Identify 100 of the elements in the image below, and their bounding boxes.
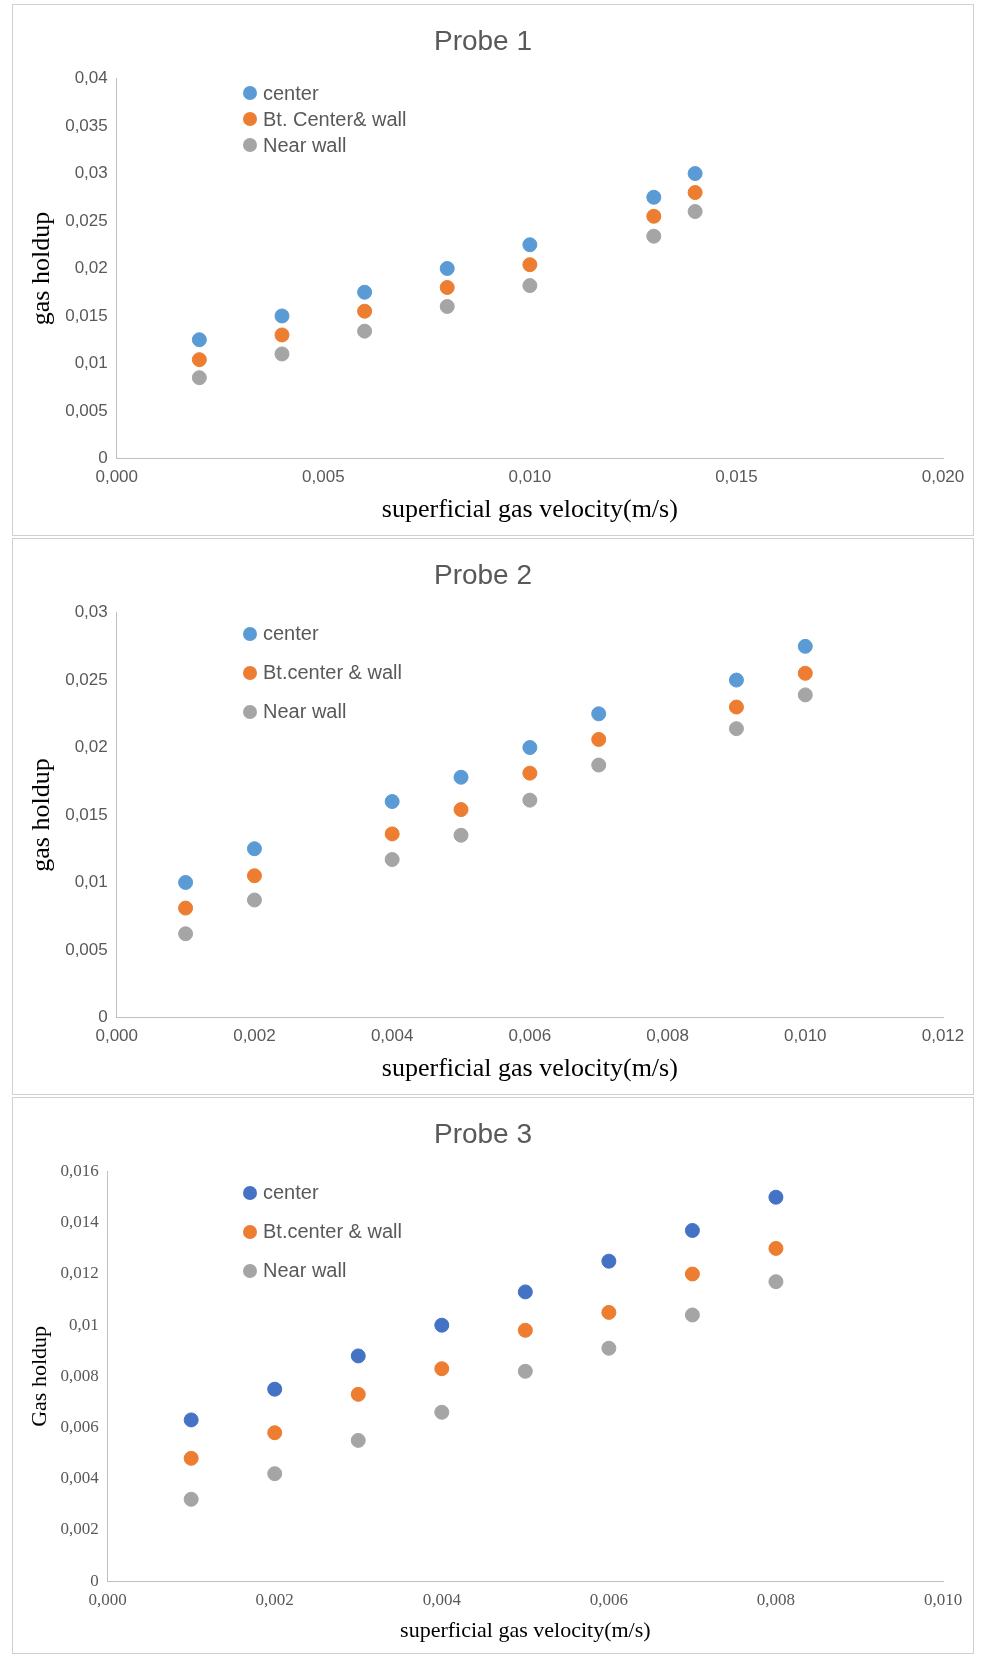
y-tick-label: 0,014 — [60, 1212, 100, 1232]
legend-label: Bt.center & wall — [263, 1220, 402, 1243]
point — [591, 757, 607, 773]
y-tick-label: 0,025 — [65, 669, 108, 689]
point — [434, 1404, 450, 1420]
x-tick-label: 0,010 — [923, 1589, 963, 1609]
point — [350, 1432, 366, 1448]
legend-label: Bt. Center& wall — [263, 107, 407, 131]
point — [357, 284, 373, 300]
point — [522, 257, 538, 273]
x-tick-label: 0,002 — [233, 1026, 276, 1046]
y-tick-label: 0 — [98, 448, 108, 468]
y-tick-label: 0,005 — [65, 939, 108, 959]
point — [517, 1322, 533, 1338]
point — [183, 1412, 199, 1428]
x-tick-label: 0,006 — [589, 1589, 628, 1609]
y-axis-title: gas holdup — [26, 758, 56, 872]
point — [453, 827, 469, 843]
x-axis-title: superficial gas velocity(m/s) — [381, 494, 678, 524]
point — [350, 1348, 366, 1364]
x-axis-title: superficial gas velocity(m/s) — [400, 1616, 651, 1642]
y-tick-label: 0,04 — [74, 68, 108, 88]
legend-label: center — [263, 1181, 319, 1204]
chart-title: Probe 1 — [433, 24, 533, 56]
point — [728, 672, 744, 688]
point — [178, 874, 194, 890]
x-tick-label: 0,008 — [646, 1026, 689, 1046]
y-axis-title: Gas holdup — [25, 1325, 51, 1427]
point — [178, 926, 194, 942]
point — [687, 204, 703, 220]
x-tick-label: 0,010 — [784, 1026, 827, 1046]
legend-label: center — [263, 81, 319, 105]
y-tick-label: 0,004 — [60, 1468, 100, 1488]
legend-label: Near wall — [263, 1259, 347, 1282]
legend-label: center — [263, 622, 319, 645]
point — [191, 352, 207, 368]
point — [267, 1425, 283, 1441]
x-tick-label: 0,000 — [88, 1589, 127, 1609]
point — [797, 638, 813, 654]
point — [274, 346, 290, 362]
point — [601, 1253, 617, 1269]
point — [687, 185, 703, 201]
y-tick-label: 0,03 — [74, 602, 108, 622]
point — [684, 1266, 700, 1282]
point — [439, 298, 455, 314]
point — [357, 323, 373, 339]
y-tick-label: 0,015 — [65, 305, 108, 325]
point — [439, 279, 455, 295]
point — [522, 740, 538, 756]
point — [728, 721, 744, 737]
point — [517, 1284, 533, 1300]
point — [684, 1307, 700, 1323]
point — [646, 189, 662, 205]
point — [646, 208, 662, 224]
point — [687, 166, 703, 182]
x-axis-title: superficial gas velocity(m/s) — [381, 1053, 678, 1083]
legend-label: Near wall — [263, 700, 347, 723]
y-tick-label: 0,03 — [74, 163, 108, 183]
point — [646, 228, 662, 244]
x-tick-label: 0,000 — [95, 467, 139, 487]
chart-title: Probe 2 — [433, 558, 533, 590]
point — [246, 841, 262, 857]
y-tick-label: 0,005 — [65, 400, 108, 420]
point — [439, 261, 455, 276]
x-tick-label: 0,012 — [921, 1026, 965, 1046]
point — [384, 826, 400, 842]
point — [434, 1361, 450, 1377]
point — [183, 1450, 199, 1466]
x-tick-label: 0,000 — [95, 1026, 139, 1046]
point — [797, 665, 813, 681]
point — [522, 792, 538, 808]
point — [274, 327, 290, 343]
point — [453, 769, 469, 785]
point — [591, 706, 607, 722]
y-tick-label: 0,02 — [74, 258, 108, 278]
point — [601, 1304, 617, 1320]
point — [768, 1189, 784, 1205]
point — [768, 1274, 784, 1290]
y-tick-label: 0,035 — [65, 115, 108, 135]
point — [357, 303, 373, 319]
point — [246, 868, 262, 884]
x-tick-label: 0,008 — [756, 1589, 796, 1609]
y-tick-label: 0,01 — [74, 353, 108, 373]
point — [434, 1317, 450, 1333]
point — [178, 900, 194, 916]
chart-title: Probe 3 — [433, 1117, 533, 1149]
y-tick-label: 0 — [98, 1007, 108, 1027]
legend-label: Bt.center & wall — [263, 661, 402, 684]
y-tick-label: 0,006 — [60, 1417, 99, 1437]
legend-label: Near wall — [263, 133, 347, 157]
point — [191, 332, 207, 348]
point — [350, 1386, 366, 1402]
x-tick-label: 0,005 — [302, 467, 345, 487]
point — [768, 1240, 784, 1256]
point — [522, 765, 538, 781]
y-tick-label: 0,025 — [65, 210, 108, 230]
point — [522, 278, 538, 294]
x-tick-label: 0,006 — [508, 1026, 552, 1046]
x-tick-label: 0,004 — [422, 1589, 462, 1609]
y-tick-label: 0,008 — [60, 1365, 99, 1385]
